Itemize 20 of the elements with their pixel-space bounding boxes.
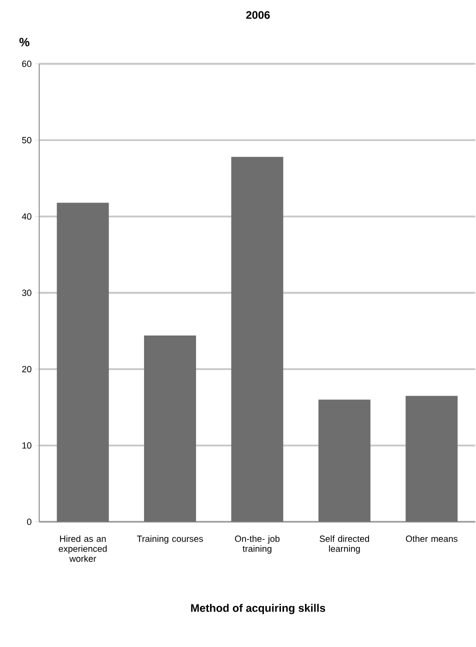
y-tick-label: 30 bbox=[22, 290, 32, 296]
y-tick-label: 60 bbox=[22, 60, 32, 67]
bar bbox=[144, 336, 196, 522]
y-tick-label: 20 bbox=[22, 366, 32, 372]
x-axis-title: Method of acquiring skills bbox=[191, 604, 326, 614]
y-tick-label: 0 bbox=[27, 518, 32, 525]
x-tick-label: On-the- job training bbox=[234, 535, 280, 554]
x-tick-label: Training courses bbox=[136, 535, 203, 544]
chart-title: 2006 bbox=[246, 11, 270, 19]
x-tick-label: Other means bbox=[406, 535, 458, 542]
y-tick-label: 40 bbox=[22, 213, 32, 220]
bar bbox=[406, 396, 458, 522]
bar bbox=[318, 400, 370, 522]
x-tick-label: Self directed learning bbox=[320, 535, 369, 554]
x-tick-label: Hired as an experienced worker bbox=[58, 535, 107, 562]
y-axis-title: % bbox=[19, 38, 30, 46]
bar bbox=[56, 202, 109, 522]
y-tick-label: 50 bbox=[22, 136, 32, 144]
y-tick-label: 10 bbox=[22, 442, 32, 449]
bar bbox=[231, 156, 284, 522]
